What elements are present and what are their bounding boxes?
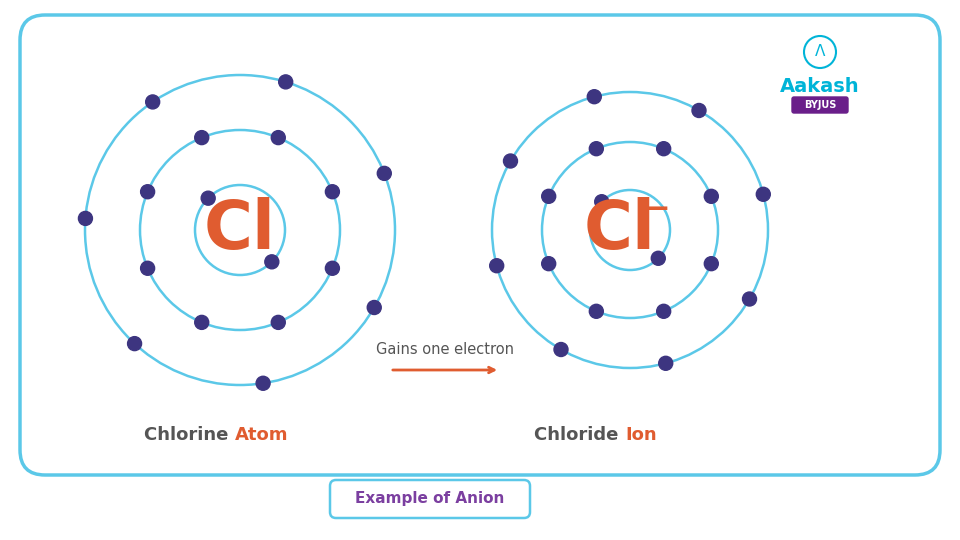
- Circle shape: [541, 256, 556, 271]
- Circle shape: [503, 154, 517, 168]
- Circle shape: [490, 259, 504, 273]
- Circle shape: [195, 131, 208, 145]
- Circle shape: [377, 166, 392, 180]
- Text: Ion: Ion: [625, 426, 657, 444]
- Text: Cl: Cl: [584, 197, 656, 263]
- Circle shape: [195, 315, 208, 329]
- Circle shape: [589, 141, 603, 156]
- Circle shape: [742, 292, 756, 306]
- Circle shape: [146, 95, 159, 109]
- Circle shape: [541, 190, 556, 204]
- Circle shape: [705, 190, 718, 204]
- Text: Λ: Λ: [815, 44, 826, 59]
- Circle shape: [272, 131, 285, 145]
- Circle shape: [692, 104, 706, 118]
- Text: Cl: Cl: [204, 197, 276, 263]
- Circle shape: [657, 141, 671, 156]
- Circle shape: [325, 185, 340, 199]
- Text: Atom: Atom: [235, 426, 289, 444]
- Circle shape: [368, 300, 381, 314]
- Circle shape: [588, 90, 601, 104]
- Circle shape: [657, 305, 671, 318]
- Circle shape: [554, 342, 568, 356]
- Text: −: −: [645, 195, 671, 225]
- FancyBboxPatch shape: [792, 97, 848, 113]
- Circle shape: [128, 336, 141, 350]
- Circle shape: [325, 261, 340, 275]
- Circle shape: [705, 256, 718, 271]
- Text: Chlorine: Chlorine: [144, 426, 235, 444]
- Circle shape: [256, 376, 270, 390]
- Text: Aakash: Aakash: [780, 78, 860, 97]
- Text: Example of Anion: Example of Anion: [355, 491, 505, 507]
- Circle shape: [651, 251, 665, 265]
- FancyBboxPatch shape: [20, 15, 940, 475]
- Text: Chloride: Chloride: [535, 426, 625, 444]
- Circle shape: [594, 195, 609, 209]
- Circle shape: [756, 187, 770, 201]
- Circle shape: [202, 191, 215, 205]
- Text: BYJUS: BYJUS: [804, 100, 836, 110]
- Circle shape: [79, 212, 92, 225]
- Circle shape: [272, 315, 285, 329]
- Circle shape: [278, 75, 293, 89]
- Circle shape: [140, 185, 155, 199]
- Circle shape: [589, 305, 603, 318]
- FancyBboxPatch shape: [330, 480, 530, 518]
- Circle shape: [265, 255, 278, 269]
- Circle shape: [140, 261, 155, 275]
- Text: Gains one electron: Gains one electron: [376, 342, 514, 357]
- Circle shape: [659, 356, 673, 370]
